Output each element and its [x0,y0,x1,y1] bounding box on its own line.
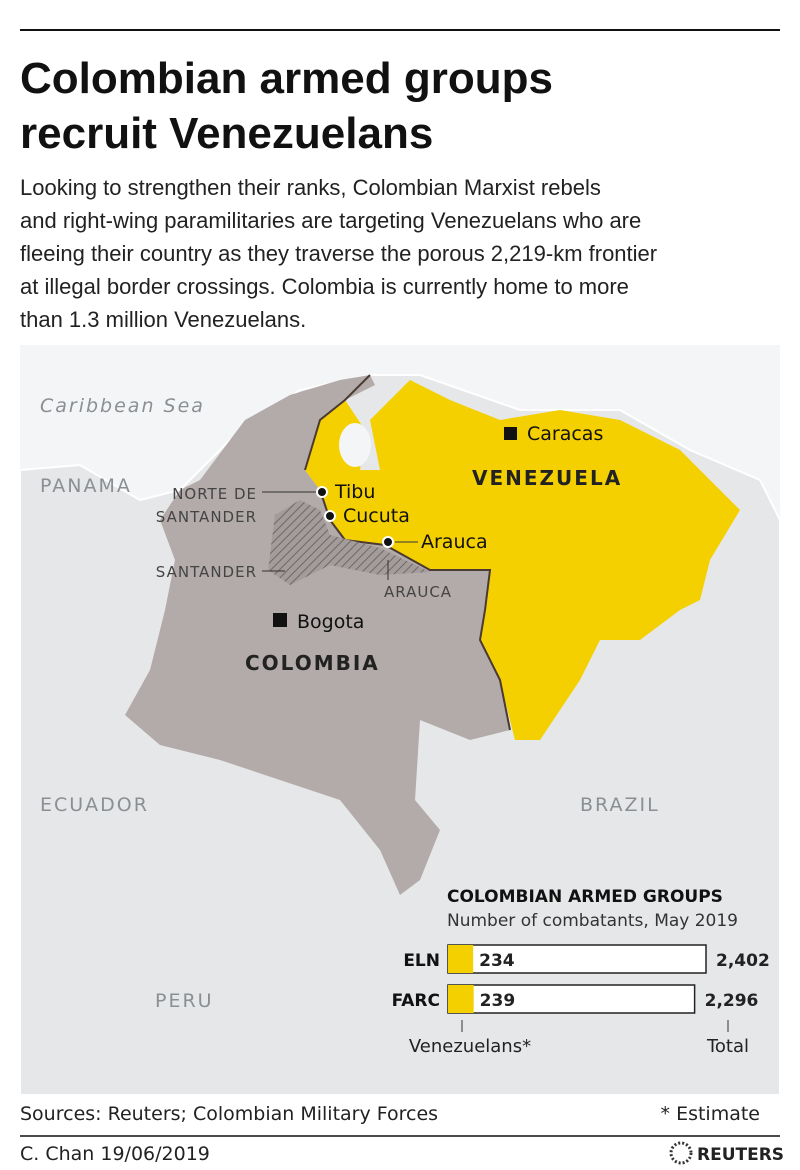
capital-marker [273,613,287,627]
city-label: Arauca [421,531,488,553]
city-label: Bogota [297,611,364,633]
city-label: Cucuta [343,505,410,527]
title: recruit Venezuelans [20,109,433,158]
chart-subtitle: Number of combatants, May 2019 [447,911,738,931]
country-label: COLOMBIA [245,651,380,675]
chart-title: COLOMBIAN ARMED GROUPS [447,887,723,907]
legend-entry: Venezuelans* [409,1036,531,1057]
country-label: ECUADOR [40,794,149,816]
bar-chart: COLOMBIAN ARMED GROUPS Number of combatan… [392,887,770,1057]
description: than 1.3 million Venezuelans. [20,307,306,332]
note: * Estimate [661,1103,760,1125]
description: at illegal border crossings. Colombia is… [20,274,629,299]
description: and right-wing paramilitaries are target… [20,208,641,233]
map: Caribbean Sea PANAMA VENEZUELA COLOMBIA … [19,345,781,1096]
country-label: PERU [155,990,214,1012]
city-marker [382,536,394,548]
bar-total [447,944,707,974]
colombia [125,375,510,895]
description: fleeing their country as they traverse t… [20,241,657,266]
city-label: Tibu [334,481,375,503]
border [304,374,511,731]
description: Looking to strengthen their ranks, Colom… [20,175,601,200]
bar-venezuelans [448,985,474,1013]
city-marker [316,486,328,498]
country-label: PANAMA [40,475,132,497]
logo-mark [669,1141,693,1165]
sources: Sources: Reuters; Colombian Military For… [20,1103,438,1125]
credit: C. Chan 19/06/2019 [20,1143,210,1165]
country-label: VENEZUELA [472,466,622,490]
bar-venezuelans [448,945,474,973]
value-label: 239 [480,991,516,1011]
lake-maracaibo [339,423,371,467]
country-label: BRAZIL [580,794,660,816]
sea-label: Caribbean Sea [40,395,205,417]
title: Colombian armed groups [20,54,553,103]
value-label: 2,296 [705,991,759,1011]
logo: REUTERS [697,1145,784,1165]
region-label: SANTANDER [156,563,257,581]
venezuela [305,380,740,740]
hatched-regions [268,500,430,585]
value-label: 2,402 [716,951,770,971]
city-marker [324,510,336,522]
category-label: FARC [392,991,440,1011]
category-label: ELN [403,951,440,971]
legend-entry: Total [706,1036,749,1057]
region-label: ARAUCA [384,583,452,601]
capital-marker [504,427,517,440]
city-label: Caracas [527,423,603,445]
value-label: 234 [479,951,515,971]
region-label: NORTE DE [172,485,257,503]
region-label: SANTANDER [156,508,257,526]
